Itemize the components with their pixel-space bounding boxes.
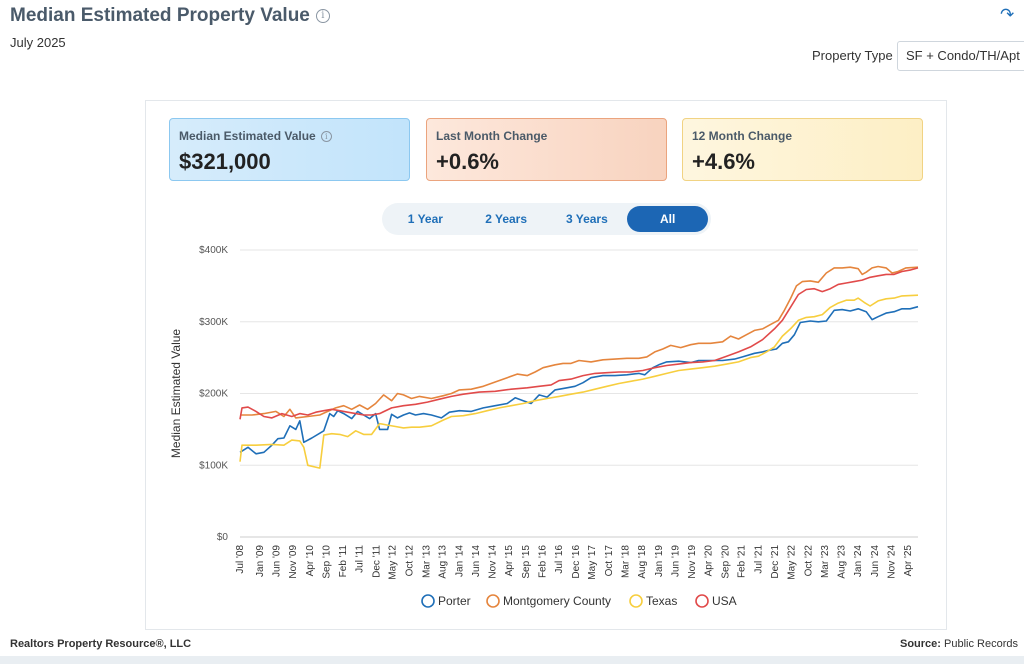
- property-type-select[interactable]: SF + Condo/TH/Apt: [897, 41, 1024, 71]
- report-date: July 2025: [10, 35, 66, 50]
- source-value: Public Records: [944, 638, 1018, 650]
- tab-1-year[interactable]: 1 Year: [407, 212, 443, 226]
- kpi-last-month-change: Last Month Change +0.6%: [426, 118, 667, 181]
- kpi-label: Last Month Change: [436, 129, 548, 143]
- kpi-median-estimated-value: Median Estimated Value i $321,000: [169, 118, 410, 181]
- kpi-12-month-change: 12 Month Change +4.6%: [682, 118, 923, 181]
- chart-card: Median Estimated Value i $321,000 Last M…: [145, 100, 947, 630]
- kpi-value: +4.6%: [692, 149, 755, 174]
- tab-2-years[interactable]: 2 Years: [485, 212, 528, 226]
- tab-all[interactable]: All: [627, 206, 708, 232]
- info-icon[interactable]: i: [320, 130, 332, 142]
- kpi-value: +0.6%: [436, 149, 499, 174]
- kpi-value: $321,000: [179, 149, 271, 174]
- page-title: Median Estimated Property Value i: [10, 5, 330, 27]
- share-icon[interactable]: ↷: [1000, 5, 1015, 24]
- property-type-label: Property Type: [812, 48, 893, 63]
- kpi-label-text: Median Estimated Value: [179, 129, 316, 143]
- footer-source: Source: Public Records: [900, 638, 1018, 650]
- page-title-text: Median Estimated Property Value: [10, 5, 310, 26]
- footer-attribution: Realtors Property Resource®, LLC: [10, 638, 192, 650]
- info-icon[interactable]: i: [315, 9, 330, 23]
- tab-3-years[interactable]: 3 Years: [565, 212, 608, 226]
- kpi-label: 12 Month Change: [692, 129, 793, 143]
- time-range-tabs: 1 Year 2 Years 3 Years All: [382, 203, 711, 235]
- bottom-strip: [0, 656, 1024, 664]
- source-label: Source:: [899, 638, 941, 650]
- kpi-label: Median Estimated Value i: [179, 129, 400, 143]
